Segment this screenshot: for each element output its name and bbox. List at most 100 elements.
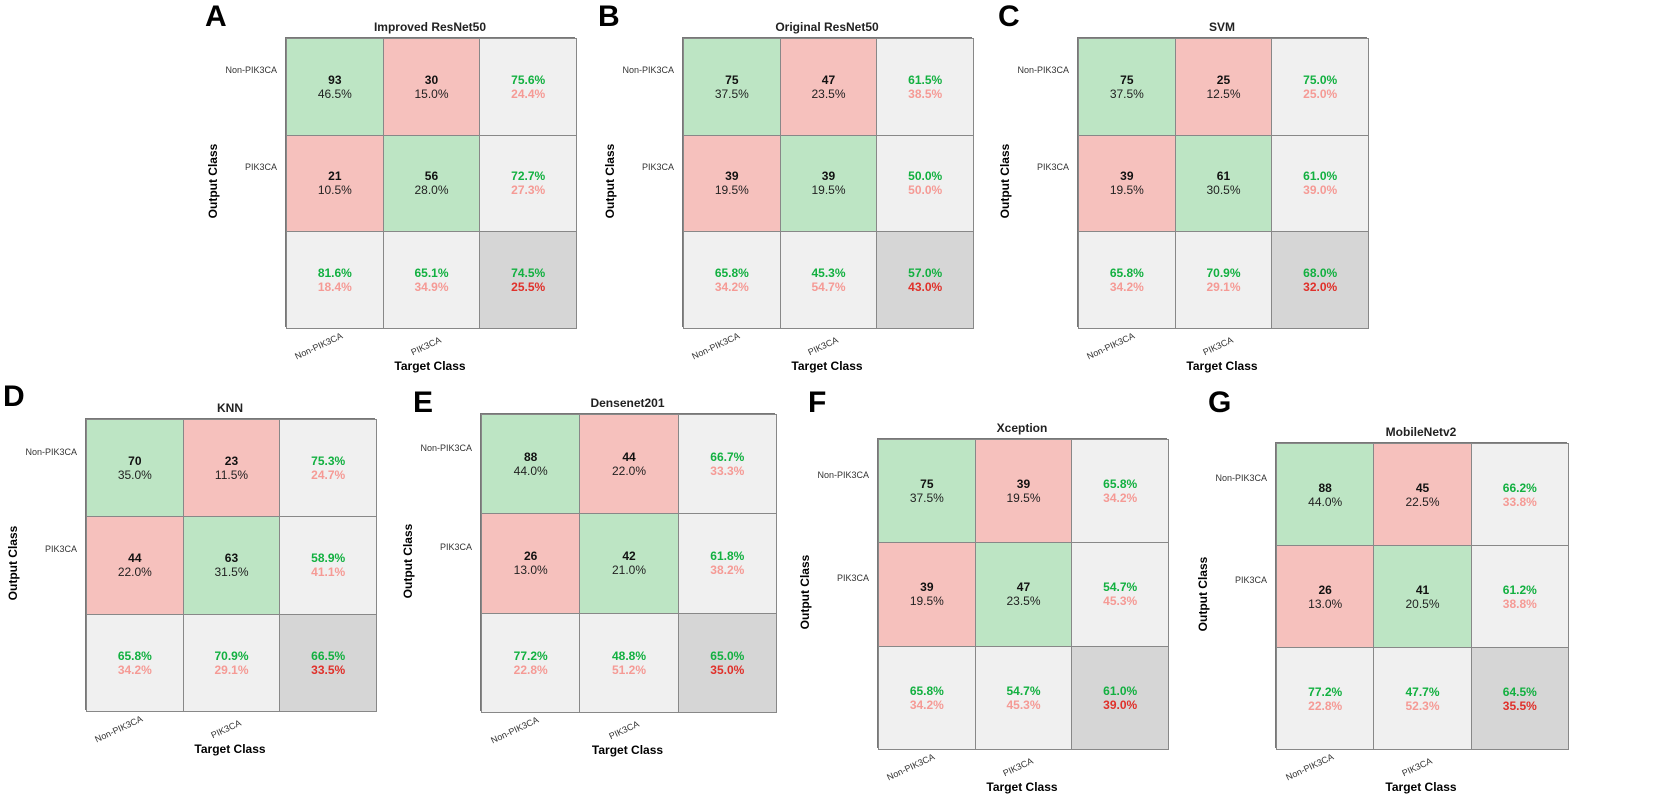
- row-summary-cell: 61.0% 39.0%: [1271, 134, 1369, 233]
- cell-count: 70: [128, 454, 142, 469]
- row-summary-cell: 54.7% 45.3%: [1071, 542, 1169, 647]
- error-value: 34.2%: [1103, 491, 1138, 506]
- panel-title: SVM: [1208, 20, 1235, 34]
- col-summary-cell: 65.8% 34.2%: [1078, 231, 1176, 329]
- cell-count: 75: [1120, 72, 1134, 87]
- matrix-grid: 75 37.5% 39 19.5% 65.8% 34.2% 39 19.5% 47 23.5% 54…: [877, 438, 1169, 750]
- error-value: 39.0%: [1303, 183, 1338, 198]
- matrix-cell: 30 15.0%: [382, 38, 481, 136]
- recall-value: 65.8%: [117, 648, 152, 663]
- cell-count: 45: [1415, 480, 1430, 495]
- error-value: 34.2%: [117, 662, 152, 677]
- error-value: 38.5%: [908, 86, 943, 101]
- precision-value: 66.7%: [710, 450, 745, 465]
- row-label: Non-PIK3CA: [817, 469, 869, 480]
- row-summary-cell: 75.3% 24.7%: [279, 419, 377, 518]
- panel-title: Original ResNet50: [775, 20, 879, 34]
- cell-percent: 22.5%: [1405, 494, 1440, 509]
- cell-count: 26: [1318, 582, 1332, 597]
- cell-percent: 13.0%: [1308, 596, 1343, 611]
- cell-count: 23: [224, 454, 239, 469]
- precision-value: 54.7%: [1103, 580, 1138, 595]
- panel-title: MobileNetv2: [1385, 425, 1457, 439]
- row-summary-cell: 72.7% 27.3%: [479, 134, 577, 233]
- col-summary-cell: 65.8% 34.2%: [683, 231, 781, 329]
- error-value: 33.8%: [1502, 494, 1537, 509]
- error-value: 34.2%: [909, 697, 944, 712]
- error-value: 51.2%: [611, 662, 646, 677]
- matrix-cell: 88 44.0%: [1276, 443, 1375, 546]
- x-tick-label: Non-PIK3CA: [489, 714, 541, 746]
- cell-percent: 37.5%: [909, 491, 944, 506]
- cell-percent: 19.5%: [714, 183, 749, 198]
- row-summary-cell: 75.6% 24.4%: [479, 38, 577, 136]
- overall-accuracy-cell: 68.0% 32.0%: [1271, 231, 1369, 329]
- col-summary-cell: 65.8% 34.2%: [878, 645, 976, 750]
- error-value: 33.3%: [710, 464, 745, 479]
- matrix-cell: 88 44.0%: [481, 414, 581, 515]
- panel-title: KNN: [217, 401, 243, 415]
- cell-count: 47: [1016, 580, 1031, 595]
- cell-count: 41: [1415, 582, 1430, 597]
- cell-count: 42: [622, 549, 636, 564]
- cell-percent: 30.5%: [1206, 183, 1241, 198]
- cell-percent: 19.5%: [1006, 491, 1041, 506]
- cell-percent: 10.5%: [317, 183, 352, 198]
- row-summary-cell: 61.2% 38.8%: [1470, 545, 1569, 648]
- recall-value: 47.7%: [1405, 684, 1440, 699]
- recall-value: 54.7%: [1006, 683, 1041, 698]
- precision-value: 61.2%: [1502, 582, 1537, 597]
- x-axis-label: Target Class: [986, 780, 1058, 794]
- recall-value: 65.8%: [714, 266, 749, 281]
- overall-error-value: 32.0%: [1303, 280, 1338, 295]
- x-axis-label: Target Class: [791, 359, 863, 373]
- y-axis-label: Output Class: [6, 525, 20, 601]
- matrix-cell: 44 22.0%: [579, 414, 679, 515]
- cell-percent: 21.0%: [611, 563, 646, 578]
- cell-percent: 37.5%: [714, 86, 749, 101]
- matrix-cell: 23 11.5%: [182, 419, 281, 518]
- recall-value: 65.8%: [909, 683, 944, 698]
- matrix-cell: 21 10.5%: [286, 134, 384, 233]
- error-value: 34.9%: [414, 280, 449, 295]
- matrix-cell: 39 19.5%: [683, 134, 781, 233]
- matrix-cell: 39 19.5%: [779, 134, 878, 233]
- x-tick-label: PIK3CA: [1201, 334, 1235, 358]
- col-summary-cell: 70.9% 29.1%: [1174, 231, 1273, 329]
- cell-percent: 28.0%: [414, 183, 449, 198]
- y-axis-label: Output Class: [1196, 556, 1210, 632]
- matrix-cell: 47 23.5%: [779, 38, 878, 136]
- cell-count: 30: [424, 72, 439, 87]
- panel-letter: A: [205, 0, 227, 33]
- cell-count: 39: [725, 169, 739, 184]
- cell-count: 63: [224, 551, 239, 566]
- row-label: PIK3CA: [44, 544, 77, 554]
- x-tick-label: Non-PIK3CA: [885, 751, 937, 783]
- error-value: 41.1%: [311, 565, 346, 580]
- y-axis-label: Output Class: [603, 143, 617, 219]
- precision-value: 66.2%: [1502, 480, 1537, 495]
- overall-accuracy-cell: 57.0% 43.0%: [876, 231, 974, 329]
- x-tick-label: PIK3CA: [1001, 755, 1035, 779]
- overall-error-value: 39.0%: [1103, 697, 1138, 712]
- cell-percent: 11.5%: [214, 468, 249, 483]
- col-summary-cell: 77.2% 22.8%: [481, 612, 581, 713]
- cell-percent: 13.0%: [513, 563, 548, 578]
- x-axis-label: Target Class: [1385, 780, 1457, 794]
- y-axis-label: Output Class: [998, 143, 1012, 219]
- row-label: Non-PIK3CA: [1215, 473, 1267, 483]
- matrix-cell: 41 20.5%: [1373, 545, 1472, 648]
- cell-count: 39: [920, 580, 934, 595]
- panel-letter: C: [998, 0, 1020, 33]
- matrix-cell: 45 22.5%: [1373, 443, 1472, 546]
- row-summary-cell: 61.8% 38.2%: [677, 513, 777, 614]
- precision-value: 75.0%: [1303, 72, 1338, 87]
- error-value: 54.7%: [811, 280, 846, 295]
- cell-count: 75: [920, 477, 934, 492]
- panel-title: Improved ResNet50: [373, 20, 487, 34]
- x-axis-label: Target Class: [591, 743, 664, 757]
- row-label: PIK3CA: [439, 542, 472, 552]
- accuracy-value: 65.0%: [710, 648, 745, 663]
- error-value: 22.8%: [513, 662, 548, 677]
- matrix-cell: 42 21.0%: [579, 513, 679, 614]
